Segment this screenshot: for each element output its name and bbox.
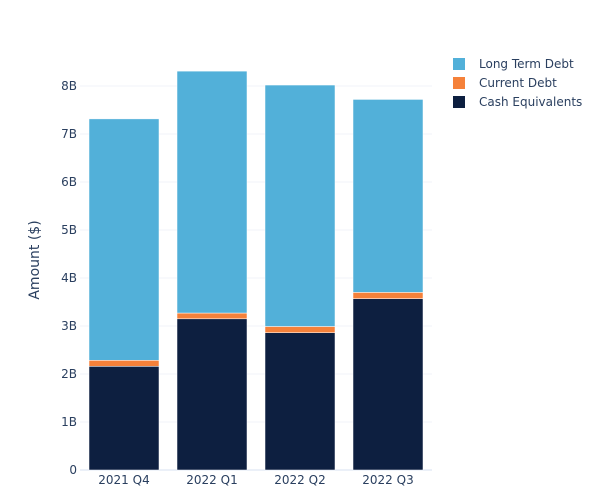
bar-long-term-debt — [352, 99, 424, 293]
x-tick-label: 2022 Q3 — [362, 473, 413, 487]
legend-swatch — [453, 58, 465, 70]
bar-cash-equivalents — [264, 332, 336, 471]
x-tick-label: 2022 Q1 — [186, 473, 237, 487]
x-tick-label: 2021 Q4 — [98, 473, 149, 487]
y-tick-label: 6B — [61, 175, 77, 189]
legend-swatch — [453, 96, 465, 108]
bar-long-term-debt — [176, 70, 248, 314]
legend: Long Term Debt Current Debt Cash Equivalen… — [453, 57, 582, 109]
bar-cash-equivalents — [352, 298, 424, 471]
y-tick-label: 1B — [61, 415, 77, 429]
bars — [88, 70, 424, 471]
x-axis-ticks: 2021 Q4 2022 Q1 2022 Q2 2022 Q3 — [98, 473, 413, 487]
y-tick-label: 5B — [61, 223, 77, 237]
y-tick-label: 2B — [61, 367, 77, 381]
y-tick-label: 8B — [61, 79, 77, 93]
y-tick-label: 4B — [61, 271, 77, 285]
legend-label: Long Term Debt — [479, 57, 574, 71]
bar-long-term-debt — [264, 84, 336, 327]
y-tick-label: 0 — [69, 463, 77, 477]
legend-swatch — [453, 77, 465, 89]
y-tick-label: 7B — [61, 127, 77, 141]
bar-cash-equivalents — [176, 318, 248, 471]
y-axis-ticks: 0 1B 2B 3B 4B 5B 6B 7B 8B — [61, 79, 77, 477]
bar-cash-equivalents — [88, 366, 160, 471]
bar-current-debt — [176, 312, 248, 320]
y-tick-label: 3B — [61, 319, 77, 333]
legend-label: Cash Equivalents — [479, 95, 582, 109]
legend-label: Current Debt — [479, 76, 557, 90]
bar-current-debt — [88, 360, 160, 367]
y-axis-title: Amount ($) — [27, 220, 43, 299]
bar-current-debt — [264, 326, 336, 333]
x-tick-label: 2022 Q2 — [274, 473, 325, 487]
bar-current-debt — [352, 292, 424, 299]
bar-long-term-debt — [88, 118, 160, 361]
